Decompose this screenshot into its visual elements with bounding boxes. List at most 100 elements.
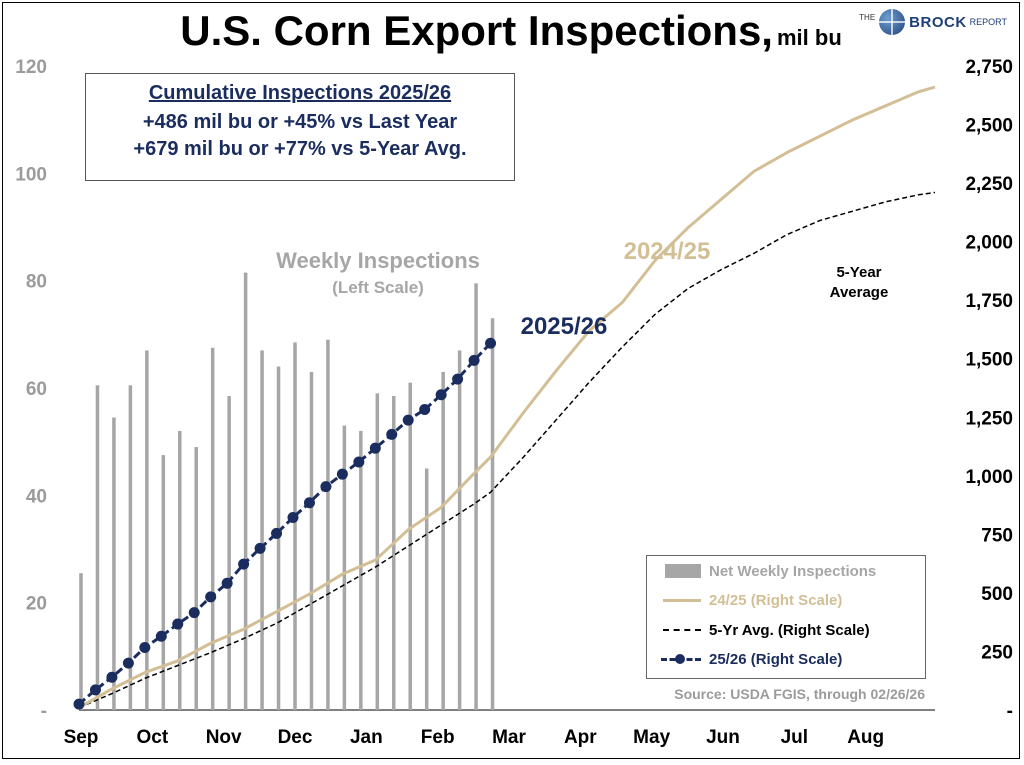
right-tick-label: 500 (981, 584, 1013, 605)
series-lines (73, 85, 936, 710)
month-tick-label: May (633, 727, 670, 748)
weekly-bars (79, 272, 495, 710)
legend-item-2425: 24/25 (Right Scale) (659, 589, 842, 611)
series-2526-point (369, 442, 381, 454)
weekly-bar (424, 468, 429, 710)
right-tick-label: 2,500 (965, 116, 1013, 137)
right-tick-label: 1,250 (965, 408, 1013, 429)
logo-the: THE (859, 12, 876, 22)
series-2526-point (238, 558, 250, 570)
series-2526-point (106, 671, 118, 683)
right-tick-label: 1,500 (965, 350, 1013, 371)
summary-line-last-year: +486 mil bu or +45% vs Last Year (142, 111, 458, 133)
series-2526-point (435, 389, 447, 401)
series-2526-point (271, 527, 283, 539)
right-tick-label: - (1007, 701, 1013, 722)
weekly-bar (457, 350, 462, 710)
series-2526-point (485, 337, 497, 349)
right-tick-label: 1,750 (965, 291, 1013, 312)
weekly-bar (441, 371, 445, 710)
weekly-bar (260, 350, 264, 710)
series-2526-point (73, 698, 85, 710)
weekly-bar (178, 430, 182, 710)
month-tick-label: Dec (278, 727, 313, 748)
series-2526-point (386, 428, 398, 440)
series-line-5yr-avg (78, 191, 936, 709)
month-tick-label: Apr (564, 727, 597, 748)
summary-heading: Cumulative Inspections 2025/26 (148, 82, 452, 104)
axes: - 20 40 60 80 100 120 - 250 500 750 1,000 1,250 1,500… (15, 57, 1013, 748)
month-tick-label: Jun (706, 727, 740, 748)
month-tick-label: Jul (781, 727, 808, 748)
weekly-bar (194, 447, 198, 710)
chart-annotations: Weekly Inspections (Left Scale) 2024/25 … (276, 238, 888, 340)
legend-line-5yr-swatch (659, 619, 703, 641)
legend-item-2526: 25/26 (Right Scale) (659, 648, 842, 670)
chart-title-main: U.S. Corn Export Inspections, (180, 7, 773, 54)
right-tick-label: 2,750 (965, 57, 1013, 78)
left-tick-label: 80 (26, 272, 47, 293)
left-tick-label: - (41, 701, 47, 722)
legend-line-2526-swatch (659, 648, 703, 670)
weekly-bar (145, 350, 149, 710)
chart-title: U.S. Corn Export Inspections, mil bu (3, 7, 1019, 55)
series-2526-point (320, 481, 332, 493)
month-tick-label: Aug (847, 727, 884, 748)
right-tick-label: 1,000 (965, 467, 1013, 488)
weekly-bar (326, 339, 330, 710)
legend-item-5yr: 5-Yr Avg. (Right Scale) (659, 619, 870, 641)
series-2526-point (303, 497, 315, 509)
series-line-2425 (78, 85, 936, 709)
series-2526-point (353, 456, 365, 468)
cumulative-summary-box: Cumulative Inspections 2025/26 +486 mil … (85, 73, 515, 181)
weekly-bar (95, 385, 100, 710)
month-tick-label: Mar (492, 727, 526, 748)
month-tick-label: Jan (350, 727, 383, 748)
legend-bar-swatch (659, 560, 703, 582)
series-2526-point (287, 512, 299, 524)
month-tick-label: Feb (421, 727, 455, 748)
weekly-bar (112, 417, 116, 710)
month-tick-label: Oct (136, 727, 168, 748)
weekly-bar (243, 272, 248, 710)
series-2526-point (188, 607, 200, 619)
weekly-bar (128, 385, 133, 710)
series-2526-point (336, 468, 348, 480)
series-2526-point (205, 591, 217, 603)
series-2526-point (468, 354, 480, 366)
logo-brand: BROCK (909, 13, 967, 31)
label-2425: 2024/25 (624, 238, 711, 265)
chart-title-unit: mil bu (776, 25, 842, 50)
weekly-left-scale-label: (Left Scale) (332, 278, 424, 297)
left-tick-label: 40 (26, 486, 47, 507)
legend-line-2425-swatch (659, 589, 703, 611)
weekly-bar (210, 347, 215, 710)
weekly-bar (474, 283, 478, 710)
series-2526-point (221, 577, 233, 589)
weekly-bar (359, 430, 363, 710)
weekly-bar (161, 455, 166, 710)
right-tick-label: 250 (981, 642, 1013, 663)
legend-item-bars: Net Weekly Inspections (659, 560, 876, 582)
series-2526-point (155, 630, 167, 642)
label-5yr-line1: 5-Year (836, 264, 881, 281)
label-5yr-line2: Average (830, 284, 889, 301)
legend-label-2425: 24/25 (Right Scale) (709, 591, 843, 609)
left-tick-label: 100 (15, 164, 47, 185)
brock-report-logo: THE BROCK REPORT (859, 9, 1007, 35)
legend: Net Weekly Inspections 24/25 (Right Scal… (646, 555, 926, 679)
weekly-bar (490, 318, 495, 710)
legend-label-5yr: 5-Yr Avg. (Right Scale) (709, 621, 870, 639)
weekly-bar (408, 382, 412, 710)
label-2526: 2025/26 (521, 313, 608, 340)
chart-canvas: - 20 40 60 80 100 120 - 250 500 750 1,000 1,250 1,500… (15, 57, 1013, 748)
right-tick-label: 2,000 (965, 233, 1013, 254)
globe-icon (879, 9, 906, 35)
series-2526-point (172, 618, 184, 630)
summary-line-5yr: +679 mil bu or +77% vs 5-Year Avg. (133, 138, 467, 160)
weekly-bar (309, 371, 314, 710)
legend-label-bars: Net Weekly Inspections (709, 562, 877, 580)
right-tick-label: 750 (981, 525, 1013, 546)
legend-label-2526: 25/26 (Right Scale) (709, 650, 843, 668)
series-2526-point (419, 404, 431, 416)
